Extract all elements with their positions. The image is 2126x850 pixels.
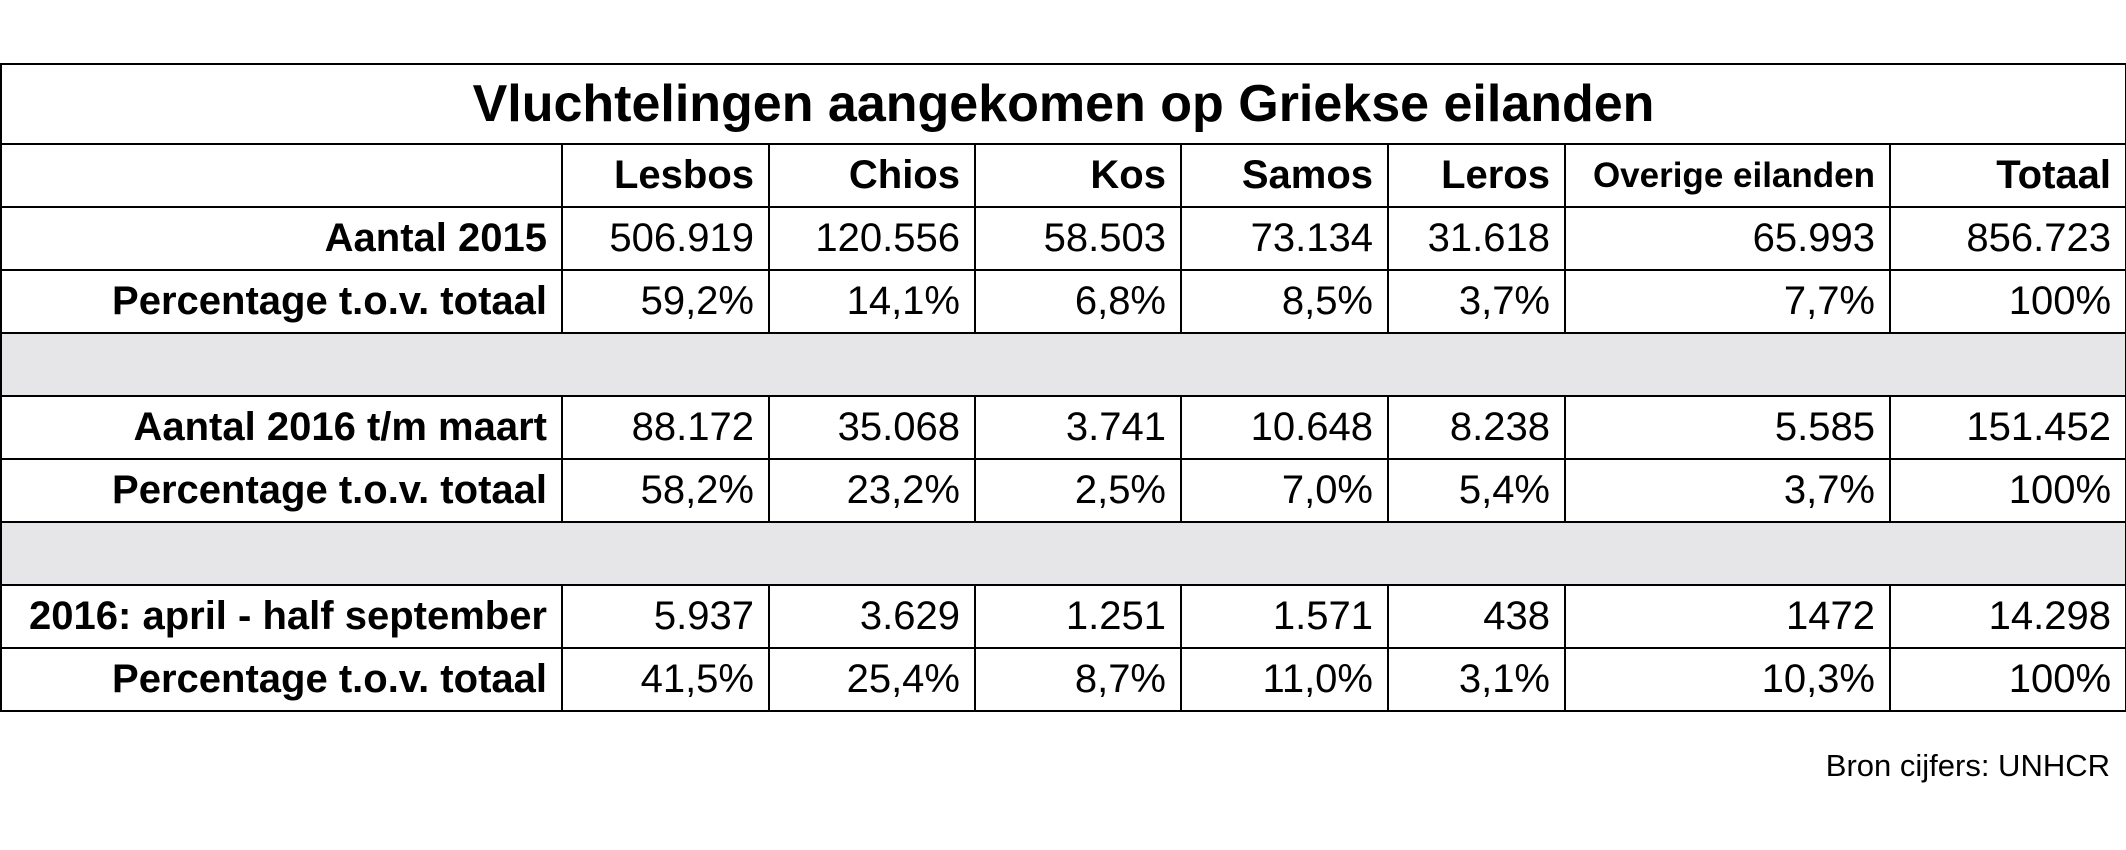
table-cell: 506.919 bbox=[561, 206, 770, 271]
table-cell: 73.134 bbox=[1180, 206, 1389, 271]
source-note: Bron cijfers: UNHCR bbox=[1825, 748, 2110, 783]
table-cell: 5.937 bbox=[561, 584, 770, 649]
table-cell: 120.556 bbox=[768, 206, 976, 271]
refugee-table: Vluchtelingen aangekomen op Griekse eila… bbox=[0, 63, 2126, 712]
table-cell: 88.172 bbox=[561, 395, 770, 460]
table-cell: 3,7% bbox=[1564, 458, 1891, 523]
table-cell: 1.251 bbox=[974, 584, 1182, 649]
table-cell: 6,8% bbox=[974, 269, 1182, 334]
table-row: Percentage t.o.v. totaal 59,2% 14,1% 6,8% 8,… bbox=[0, 269, 2126, 334]
column-header: Leros bbox=[1387, 143, 1566, 208]
spacer-row bbox=[0, 332, 2126, 397]
table-cell: 23,2% bbox=[768, 458, 976, 523]
spacer-row bbox=[0, 521, 2126, 586]
table-cell: 58,2% bbox=[561, 458, 770, 523]
column-header: Overige eilanden bbox=[1564, 143, 1891, 208]
table-cell: 59,2% bbox=[561, 269, 770, 334]
table-cell: 1.571 bbox=[1180, 584, 1389, 649]
row-label: Percentage t.o.v. totaal bbox=[0, 647, 563, 712]
table-cell: 8.238 bbox=[1387, 395, 1566, 460]
table-cell: 100% bbox=[1888, 458, 2126, 523]
row-label: Percentage t.o.v. totaal bbox=[0, 269, 563, 334]
table-row: Percentage t.o.v. totaal 41,5% 25,4% 8,7% 11… bbox=[0, 647, 2126, 712]
table-cell: 25,4% bbox=[768, 647, 976, 712]
row-label: Aantal 2015 bbox=[0, 206, 563, 271]
table-cell: 35.068 bbox=[768, 395, 976, 460]
header-corner-cell bbox=[0, 143, 563, 208]
table-cell: 1472 bbox=[1564, 584, 1891, 649]
column-header: Chios bbox=[768, 143, 976, 208]
table-row: Percentage t.o.v. totaal 58,2% 23,2% 2,5% 7,… bbox=[0, 458, 2126, 523]
table-cell: 856.723 bbox=[1888, 206, 2126, 271]
table-cell: 2,5% bbox=[974, 458, 1182, 523]
table-cell: 5,4% bbox=[1387, 458, 1566, 523]
table-cell: 3.629 bbox=[768, 584, 976, 649]
table-cell: 10.648 bbox=[1180, 395, 1389, 460]
table-cell: 100% bbox=[1888, 647, 2126, 712]
row-label: 2016: april - half september bbox=[0, 584, 563, 649]
column-header: Samos bbox=[1180, 143, 1389, 208]
column-header: Lesbos bbox=[561, 143, 770, 208]
table-cell: 7,7% bbox=[1564, 269, 1891, 334]
table-cell: 14.298 bbox=[1888, 584, 2126, 649]
spacer-cell bbox=[0, 521, 2126, 586]
table-cell: 41,5% bbox=[561, 647, 770, 712]
table-cell: 151.452 bbox=[1888, 395, 2126, 460]
table-cell: 11,0% bbox=[1180, 647, 1389, 712]
table-cell: 438 bbox=[1387, 584, 1566, 649]
table-cell: 5.585 bbox=[1564, 395, 1891, 460]
table-cell: 31.618 bbox=[1387, 206, 1566, 271]
table-cell: 7,0% bbox=[1180, 458, 1389, 523]
title-row: Vluchtelingen aangekomen op Griekse eila… bbox=[0, 63, 2126, 145]
table-cell: 8,7% bbox=[974, 647, 1182, 712]
row-label: Percentage t.o.v. totaal bbox=[0, 458, 563, 523]
spacer-cell bbox=[0, 332, 2126, 397]
table-title: Vluchtelingen aangekomen op Griekse eila… bbox=[0, 63, 2126, 145]
column-header: Kos bbox=[974, 143, 1182, 208]
data-table-wrapper: Vluchtelingen aangekomen op Griekse eila… bbox=[0, 63, 2126, 712]
header-row: Lesbos Chios Kos Samos Leros Overige eilanden… bbox=[0, 143, 2126, 208]
column-header: Totaal bbox=[1888, 143, 2126, 208]
table-cell: 8,5% bbox=[1180, 269, 1389, 334]
table-cell: 3.741 bbox=[974, 395, 1182, 460]
table-row: Aantal 2016 t/m maart 88.172 35.068 3.741 10… bbox=[0, 395, 2126, 460]
row-label: Aantal 2016 t/m maart bbox=[0, 395, 563, 460]
table-cell: 65.993 bbox=[1564, 206, 1891, 271]
table-cell: 3,7% bbox=[1387, 269, 1566, 334]
table-cell: 14,1% bbox=[768, 269, 976, 334]
table-cell: 3,1% bbox=[1387, 647, 1566, 712]
table-cell: 10,3% bbox=[1564, 647, 1891, 712]
table-row: Aantal 2015 506.919 120.556 58.503 73.134 31.… bbox=[0, 206, 2126, 271]
table-cell: 100% bbox=[1888, 269, 2126, 334]
table-row: 2016: april - half september 5.937 3.629 1.… bbox=[0, 584, 2126, 649]
table-cell: 58.503 bbox=[974, 206, 1182, 271]
